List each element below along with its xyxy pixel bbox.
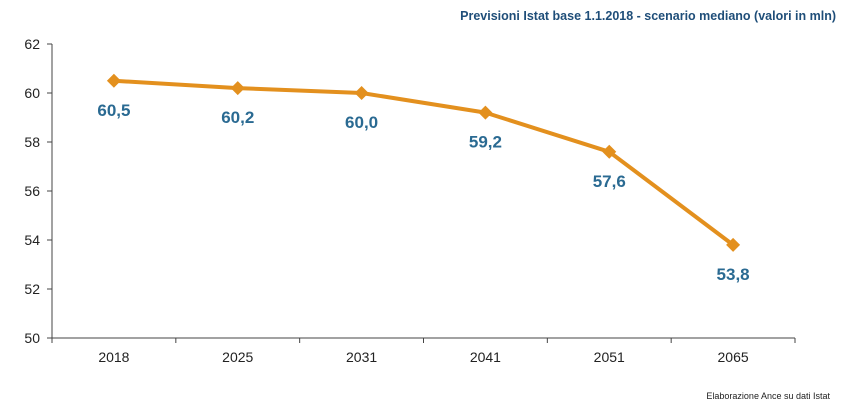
data-point-marker [106,73,121,88]
data-points [106,73,741,252]
x-tick-label: 2031 [346,349,377,365]
data-label: 60,5 [97,101,130,120]
data-label: 60,2 [221,108,254,127]
data-point-marker [230,81,245,96]
x-tick-label: 2041 [470,349,501,365]
x-tick-label: 2025 [222,349,253,365]
x-tick-label: 2051 [594,349,625,365]
data-labels: 60,5 60,2 60,0 59,2 57,6 53,8 [97,101,749,284]
y-tick-label: 56 [24,183,40,199]
y-tick-label: 58 [24,134,40,150]
data-point-marker [726,237,741,252]
x-tick-label: 2018 [98,349,129,365]
series-line [111,78,736,247]
source-note: Elaborazione Ance su dati Istat [706,391,830,401]
data-label: 53,8 [717,265,750,284]
y-axis: 50 52 54 56 58 60 62 [24,36,53,346]
y-tick-label: 60 [24,85,40,101]
y-tick-label: 62 [24,36,40,52]
series-polyline [111,78,736,247]
y-tick-label: 54 [24,232,40,248]
data-point-marker [602,144,617,159]
y-tick-label: 52 [24,281,40,297]
x-axis: 2018 2025 2031 2041 2051 2065 [51,337,796,365]
data-point-marker [478,105,493,120]
data-label: 59,2 [469,133,502,152]
chart-subtitle: Previsioni Istat base 1.1.2018 - scenari… [460,9,836,23]
y-tick-label: 50 [24,330,40,346]
x-tick-label: 2065 [718,349,749,365]
data-point-marker [354,86,369,100]
data-label: 60,0 [345,113,378,132]
data-label: 57,6 [593,172,626,191]
